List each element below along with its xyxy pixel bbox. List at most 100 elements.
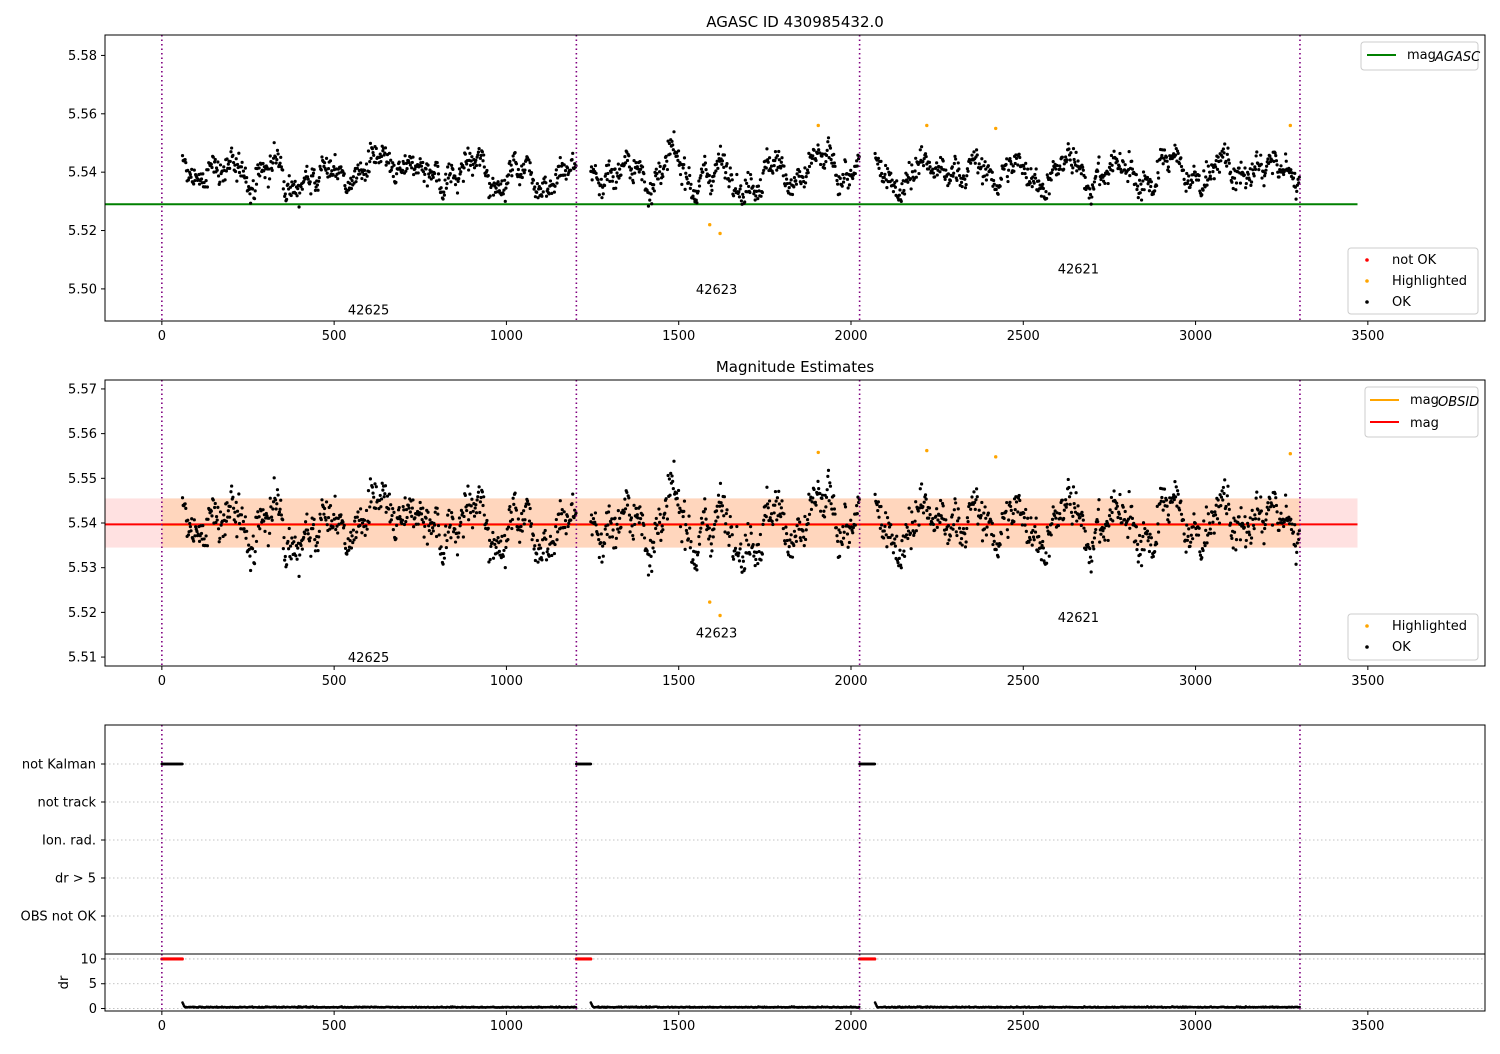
ok-point	[902, 550, 905, 553]
ok-point	[680, 540, 683, 543]
ok-point	[1245, 539, 1248, 542]
ok-point	[1253, 513, 1256, 516]
ok-point	[204, 179, 207, 182]
ok-point	[826, 140, 829, 143]
ok-point	[995, 188, 998, 191]
ok-point	[283, 559, 286, 562]
ok-point	[1274, 496, 1277, 499]
ok-point	[765, 147, 768, 150]
ok-point	[514, 492, 517, 495]
ok-point	[1128, 150, 1131, 153]
ok-point	[1233, 177, 1236, 180]
ok-point	[655, 524, 658, 527]
ok-point	[832, 494, 835, 497]
ok-point	[385, 511, 388, 514]
ok-point	[438, 178, 441, 181]
ok-point	[254, 189, 257, 192]
ok-point	[602, 192, 605, 195]
ok-point	[375, 147, 378, 150]
ok-point	[522, 163, 525, 166]
ok-point	[966, 170, 969, 173]
ok-point	[510, 511, 513, 514]
ok-point	[521, 176, 524, 179]
ok-point	[1167, 513, 1170, 516]
ok-point	[654, 527, 657, 530]
ok-point	[424, 167, 427, 170]
ok-point	[398, 161, 401, 164]
ok-point	[402, 505, 405, 508]
ok-point	[477, 485, 480, 488]
ok-point	[757, 185, 760, 188]
ok-point	[648, 199, 651, 202]
ok-point	[275, 507, 278, 510]
ok-point	[1251, 509, 1254, 512]
ok-point	[749, 173, 752, 176]
ok-point	[972, 490, 975, 493]
ok-point	[812, 488, 815, 491]
ok-point	[309, 536, 312, 539]
ok-point	[411, 498, 414, 501]
ok-point	[775, 518, 778, 521]
ok-point	[975, 487, 978, 490]
ok-point	[1194, 522, 1197, 525]
ok-point	[1128, 490, 1131, 493]
ok-point	[395, 172, 398, 175]
ok-point	[716, 167, 719, 170]
legend-label: not OK	[1392, 253, 1437, 268]
ok-point	[1096, 520, 1099, 523]
ok-point	[1207, 165, 1210, 168]
ok-point	[1008, 157, 1011, 160]
ok-point	[312, 172, 315, 175]
ok-point	[1202, 189, 1205, 192]
ok-point	[368, 160, 371, 163]
ok-point	[1071, 515, 1074, 518]
ok-point	[776, 496, 779, 499]
ok-point	[231, 496, 234, 499]
ok-point	[885, 545, 888, 548]
ok-point	[657, 507, 660, 510]
ok-point	[298, 553, 301, 556]
ok-point	[898, 549, 901, 552]
ok-point	[955, 530, 958, 533]
ok-point	[426, 164, 429, 167]
ok-point	[384, 484, 387, 487]
ok-point	[807, 522, 810, 525]
ok-point	[606, 533, 609, 536]
ok-point	[746, 522, 749, 525]
ok-point	[929, 165, 932, 168]
ok-point	[594, 511, 597, 514]
ok-point	[1007, 169, 1010, 172]
ok-point	[270, 515, 273, 518]
ok-point	[423, 525, 426, 528]
ok-point	[737, 190, 740, 193]
ok-point	[978, 162, 981, 165]
ok-point	[343, 184, 346, 187]
ok-point	[369, 142, 372, 145]
ok-point	[841, 525, 844, 528]
ok-point	[474, 503, 477, 506]
flag-category-label: Ion. rad.	[42, 834, 96, 849]
ok-point	[600, 560, 603, 563]
ok-point	[273, 141, 276, 144]
ok-point	[375, 485, 378, 488]
ok-point	[1205, 541, 1208, 544]
ok-point	[1238, 515, 1241, 518]
ok-point	[206, 168, 209, 171]
ok-point	[1080, 524, 1083, 527]
ok-point	[759, 178, 762, 181]
ok-point	[893, 537, 896, 540]
ok-point	[633, 523, 636, 526]
ok-point	[1002, 517, 1005, 520]
ok-point	[1289, 518, 1292, 521]
ok-point	[566, 166, 569, 169]
ok-point	[1198, 174, 1201, 177]
ok-point	[892, 542, 895, 545]
ok-point	[365, 162, 368, 165]
ok-point	[773, 511, 776, 514]
ok-point	[677, 149, 680, 152]
ok-point	[421, 161, 424, 164]
ok-point	[323, 507, 326, 510]
ok-point	[451, 517, 454, 520]
ok-point	[241, 161, 244, 164]
ok-point	[957, 507, 960, 510]
